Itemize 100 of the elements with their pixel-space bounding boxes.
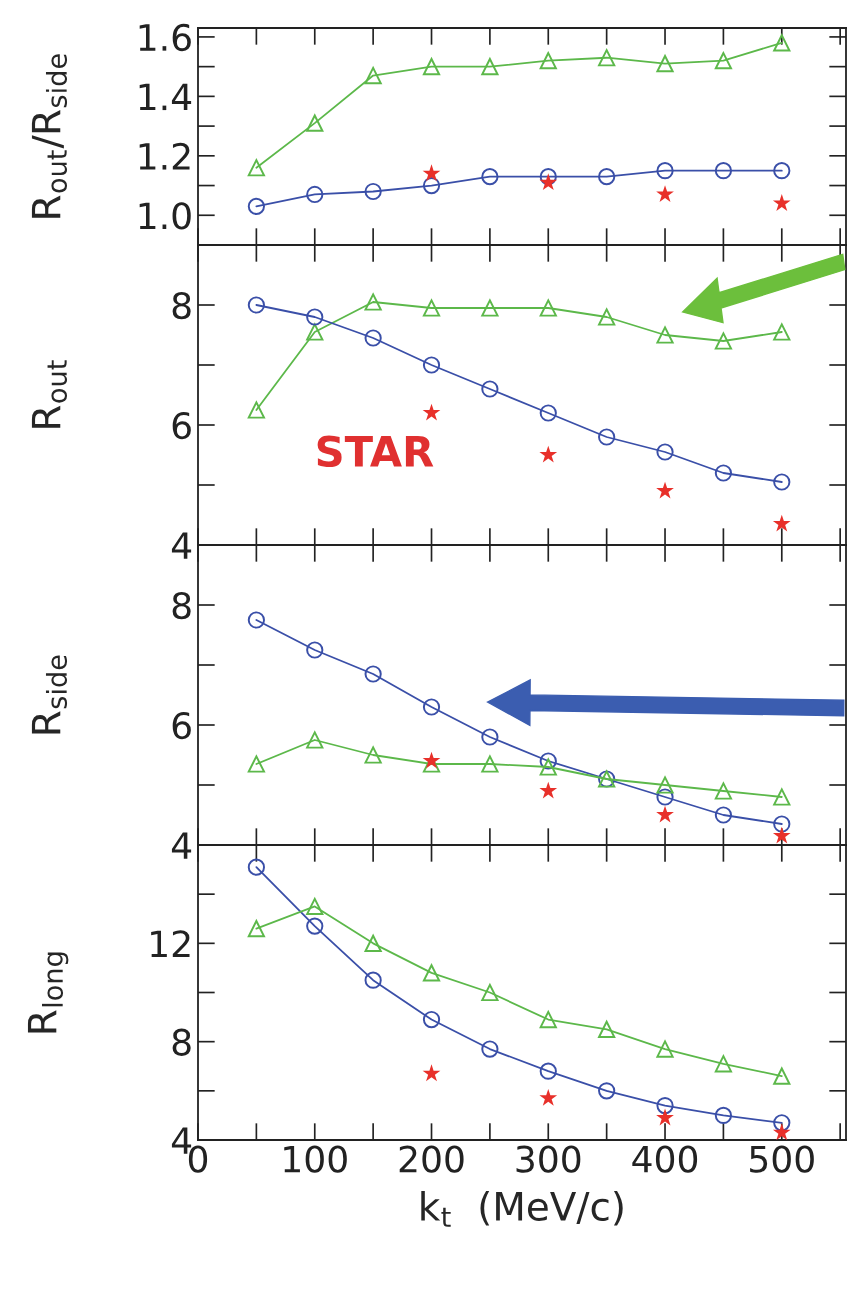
point (539, 52, 557, 70)
point (481, 168, 499, 186)
y-tick-label: 1.4 (139, 83, 192, 111)
point (247, 858, 265, 876)
point (714, 1106, 733, 1125)
x-tick-label: 200 (399, 1145, 464, 1173)
y-tick-label: 1.2 (139, 142, 190, 170)
point (247, 755, 265, 773)
point (422, 751, 441, 769)
point (772, 1123, 791, 1140)
point (539, 1088, 558, 1106)
y-tick-label: 1.0 (139, 202, 191, 230)
point (656, 55, 674, 73)
point (656, 443, 674, 461)
point (714, 1055, 733, 1073)
point (714, 52, 733, 70)
point (539, 752, 557, 770)
point (481, 728, 499, 746)
y-tick-label: 4 (171, 532, 192, 559)
point (656, 805, 674, 823)
point (656, 788, 674, 806)
y-tick-label: 6 (172, 411, 191, 440)
x-tick-label: 300 (516, 1145, 581, 1173)
y-tick-label: 8 (172, 1028, 191, 1056)
point (422, 1064, 441, 1082)
point (422, 176, 441, 195)
x-tick-label: 100 (284, 1145, 347, 1173)
y-tick-label: 1.6 (139, 23, 191, 52)
point (714, 464, 733, 482)
annotation: STAR (317, 435, 434, 468)
point (714, 332, 733, 350)
point (306, 897, 324, 916)
x-tick-label: 400 (632, 1145, 698, 1173)
point (306, 114, 324, 132)
y-axis-title: R$_{side}$ (31, 655, 68, 734)
point (656, 776, 674, 794)
point (422, 58, 441, 76)
point (306, 323, 324, 341)
point (539, 404, 557, 422)
point (714, 806, 733, 824)
point (773, 34, 791, 52)
point (656, 1096, 674, 1115)
point (364, 971, 382, 989)
point (422, 356, 441, 374)
point (539, 781, 558, 799)
y-tick-label: 4 (171, 832, 192, 859)
point (364, 182, 382, 201)
point (481, 755, 499, 773)
point (364, 329, 382, 347)
point (422, 403, 441, 421)
point (598, 308, 616, 326)
point (247, 919, 265, 938)
point (656, 1040, 674, 1058)
point (481, 299, 499, 317)
point (539, 445, 558, 463)
point (539, 1062, 557, 1080)
point (656, 185, 674, 202)
point (598, 168, 616, 186)
point (247, 401, 265, 419)
y-tick-label: 6 (172, 711, 191, 740)
point (656, 162, 674, 180)
y-tick-label: 12 (151, 930, 190, 958)
point (364, 66, 382, 85)
point (306, 917, 324, 935)
point (539, 168, 557, 186)
point (539, 1010, 557, 1029)
point (539, 299, 557, 317)
point (364, 665, 382, 683)
point (773, 162, 791, 180)
point (422, 299, 441, 317)
y-axis-title: R$_{long}$ (27, 952, 69, 1033)
y-axis-title: R$_{out}$ (31, 360, 68, 428)
point (422, 698, 441, 716)
x-tick-label: 500 (750, 1145, 814, 1173)
point (773, 815, 791, 833)
point (773, 1067, 791, 1085)
point (422, 164, 441, 182)
point (598, 1020, 616, 1038)
point (598, 49, 616, 67)
point (772, 514, 791, 532)
point (772, 194, 791, 211)
point (364, 746, 382, 764)
x-axis-title: k$_{t}$ (MeV/c) (421, 1190, 623, 1227)
point (656, 1108, 674, 1126)
point (306, 731, 324, 749)
y-tick-label: 8 (172, 291, 191, 320)
point (481, 1040, 499, 1058)
point (539, 758, 557, 776)
point (247, 296, 265, 314)
point (773, 788, 791, 806)
point (656, 481, 674, 499)
y-axis-title: R$_{out}$/R$_{side}$ (31, 54, 68, 218)
point (481, 983, 499, 1002)
point (481, 380, 499, 398)
point (247, 197, 265, 215)
point (539, 173, 558, 191)
point (364, 934, 382, 952)
point (306, 308, 324, 326)
point (773, 323, 791, 341)
point (422, 964, 441, 982)
